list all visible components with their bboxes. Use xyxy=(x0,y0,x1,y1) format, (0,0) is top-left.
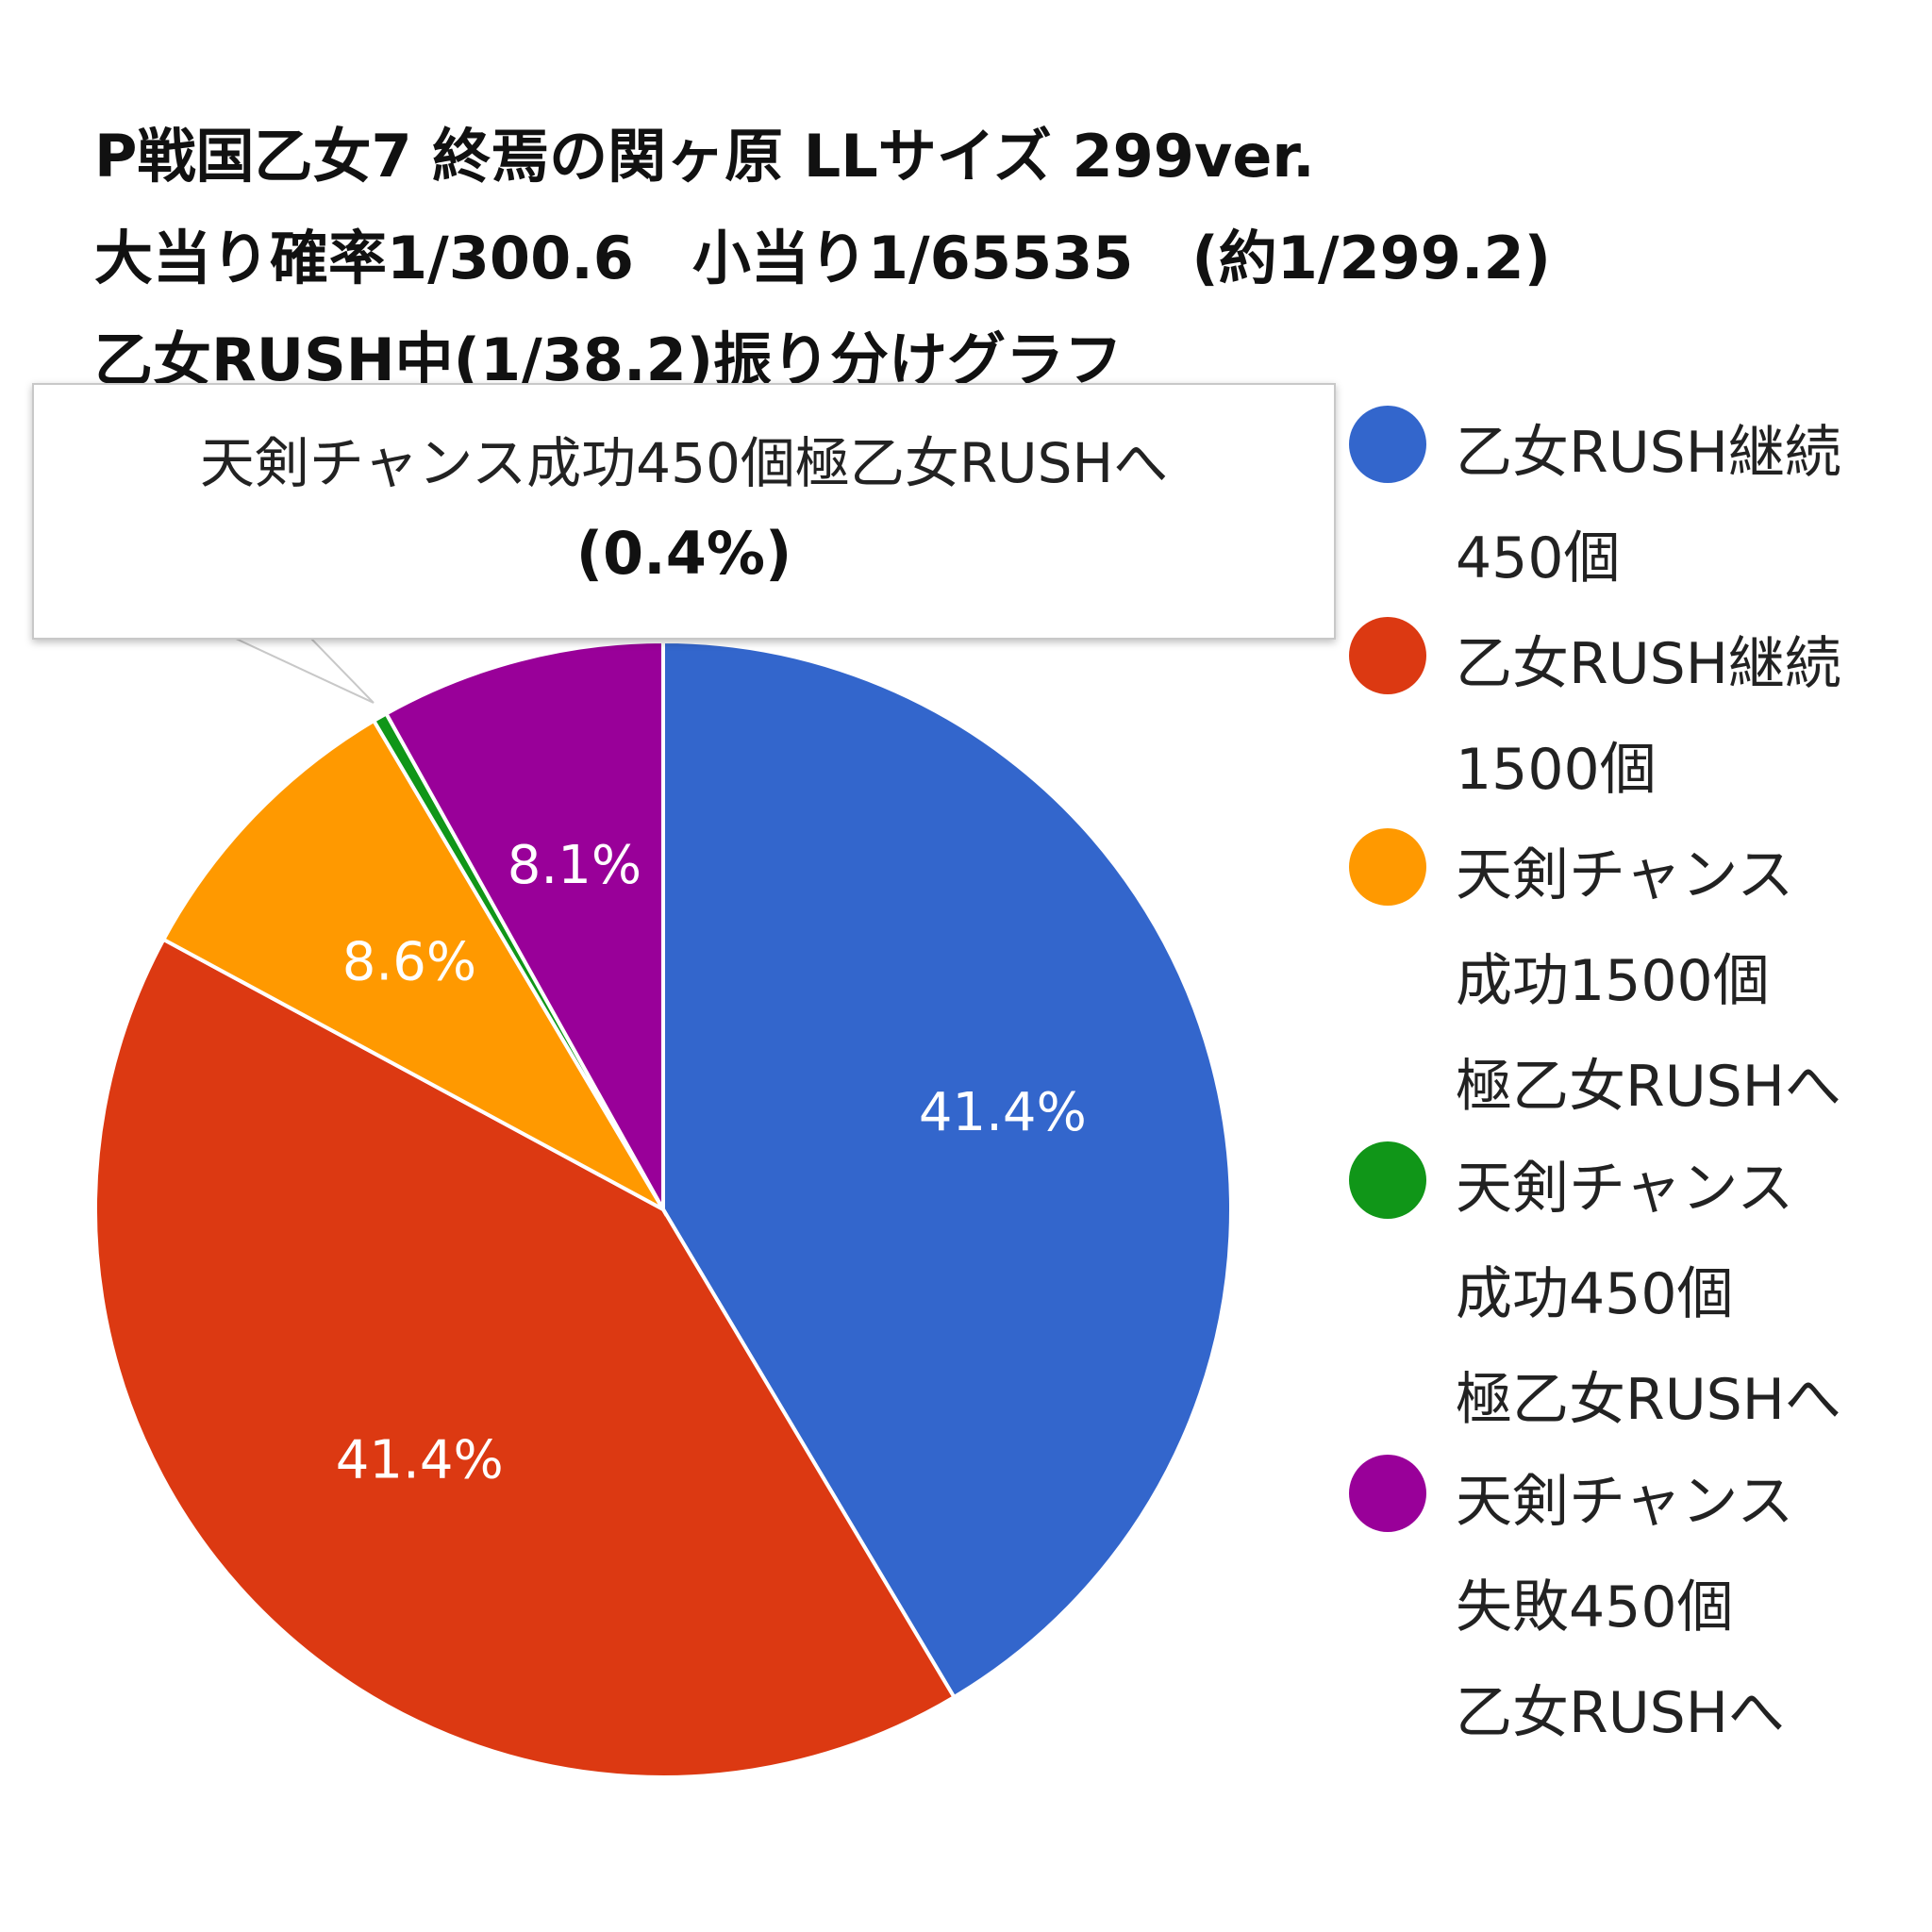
pie-slice-2[interactable] xyxy=(93,937,958,1780)
legend-swatch-2 xyxy=(1349,617,1426,694)
legend-label-4: 天剣チャンス 成功450個極乙女RUSHへ xyxy=(1456,1136,1841,1453)
legend-label-line: 1500個 xyxy=(1456,737,1657,803)
title-line-2: 大当り確率1/300.6 小当り1/65535 (約1/299.2) xyxy=(94,224,1551,292)
slice-data-label-5: 8.1% xyxy=(508,835,641,896)
legend-label-line: 成功450個 xyxy=(1456,1261,1734,1327)
legend-label-line: 極乙女RUSHへ xyxy=(1456,1054,1841,1120)
legend-label-line: 成功1500個 xyxy=(1456,948,1770,1014)
pie-data-labels: 41.4% 41.4% 8.6% 8.1% xyxy=(336,835,1087,1491)
tooltip-pointer xyxy=(235,638,375,704)
slice-data-label-1: 41.4% xyxy=(919,1082,1087,1143)
legend-label-line: 天剣チャンス xyxy=(1456,842,1794,908)
chart-title: P戦国乙女7 終焉の関ヶ原 LLサイズ 299ver. 大当り確率1/300.6… xyxy=(94,106,1551,411)
legend-label-line: 極乙女RUSHへ xyxy=(1456,1367,1841,1433)
tooltip-value: (0.4%) xyxy=(575,519,792,588)
pie-slice-3[interactable] xyxy=(160,718,669,1215)
legend-label-line: 乙女RUSHへ xyxy=(1456,1680,1785,1746)
legend-label-1: 乙女RUSH継続 450個 xyxy=(1456,400,1841,611)
legend-swatch-1 xyxy=(1349,406,1426,483)
legend-label-line: 乙女RUSH継続 xyxy=(1456,420,1841,486)
slice-tooltip: 天剣チャンス成功450個極乙女RUSHへ (0.4%) xyxy=(32,383,1336,640)
legend-swatch-3 xyxy=(1349,828,1426,906)
tooltip-label: 天剣チャンス成功450個極乙女RUSHへ xyxy=(199,431,1169,495)
title-line-1: P戦国乙女7 終焉の関ヶ原 LLサイズ 299ver. xyxy=(94,122,1315,191)
legend-label-line: 失敗450個 xyxy=(1456,1574,1734,1641)
slice-data-label-2: 41.4% xyxy=(336,1430,504,1491)
slice-data-label-3: 8.6% xyxy=(342,931,476,992)
legend-label-line: 天剣チャンス xyxy=(1456,1156,1794,1222)
title-line-3: 乙女RUSH中(1/38.2)振り分けグラフ xyxy=(94,325,1124,394)
legend-label-line: 天剣チャンス xyxy=(1456,1469,1794,1535)
legend-label-5: 天剣チャンス 失敗450個 乙女RUSHへ xyxy=(1456,1449,1793,1766)
pie-slice-5[interactable] xyxy=(383,639,665,1217)
legend-label-3: 天剣チャンス 成功1500個極乙女RUSHへ xyxy=(1456,823,1841,1140)
legend-label-2: 乙女RUSH継続 1500個 xyxy=(1456,611,1841,823)
legend-label-line: 450個 xyxy=(1456,525,1621,591)
pie-slices xyxy=(93,639,1233,1780)
legend-swatch-4 xyxy=(1349,1141,1426,1219)
legend-label-line: 乙女RUSH継続 xyxy=(1456,631,1841,697)
pie-slice-1[interactable] xyxy=(661,639,1233,1700)
legend-swatch-5 xyxy=(1349,1455,1426,1532)
